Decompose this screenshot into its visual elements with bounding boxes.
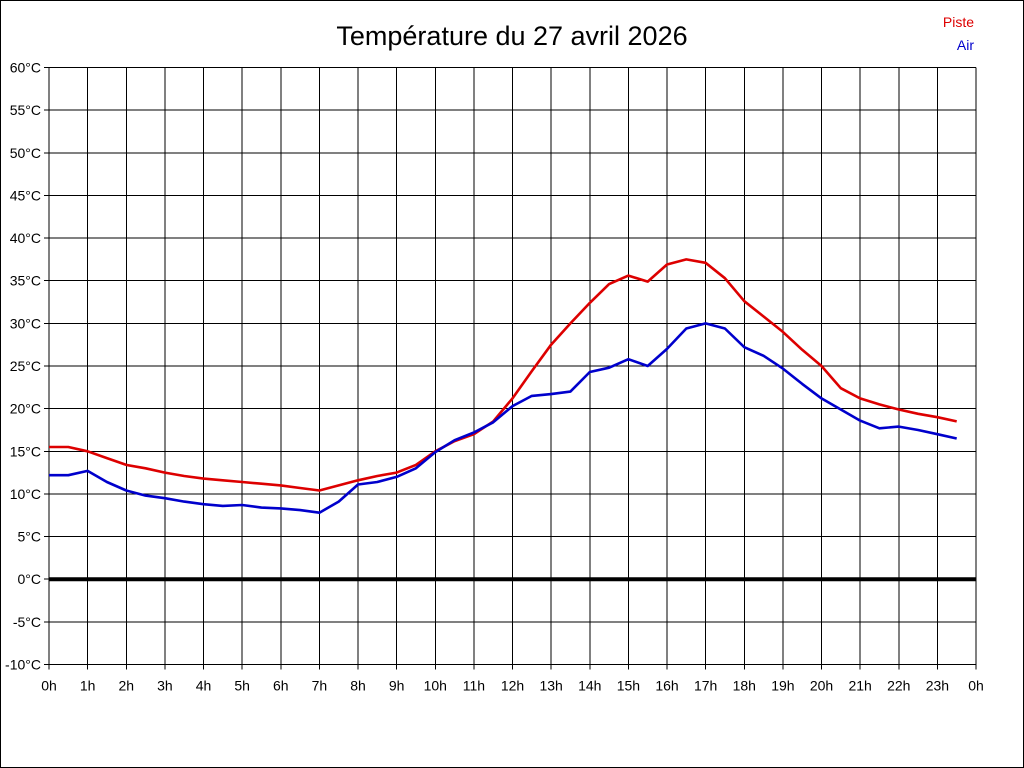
y-tick-label: 10°C [10, 486, 41, 502]
y-tick-label: 30°C [10, 315, 41, 331]
x-tick-label: 3h [157, 678, 173, 694]
y-tick-label: 60°C [10, 60, 41, 76]
x-tick-label: 9h [389, 678, 405, 694]
legend: Piste Air [943, 11, 974, 57]
x-tick-label: 1h [80, 678, 96, 694]
y-tick-label: -10°C [5, 657, 41, 673]
x-tick-label: 21h [848, 678, 871, 694]
x-tick-label: 15h [617, 678, 640, 694]
y-tick-label: 50°C [10, 145, 41, 161]
x-tick-label: 16h [655, 678, 678, 694]
series-line-air [49, 322, 957, 515]
legend-item-air: Air [956, 37, 974, 53]
legend-item-piste: Piste [942, 14, 974, 30]
y-tick-label: 20°C [10, 401, 41, 417]
x-tick-label: 0h [968, 678, 984, 694]
series-line-piste [49, 258, 957, 492]
x-tick-label: 13h [539, 678, 562, 694]
x-tick-label: 6h [273, 678, 289, 694]
x-tick-label: 7h [312, 678, 328, 694]
x-tick-label: 5h [234, 678, 250, 694]
x-tick-label: 20h [810, 678, 833, 694]
x-tick-label: 14h [578, 678, 601, 694]
x-tick-label: 19h [771, 678, 794, 694]
x-tick-label: 11h [463, 678, 485, 694]
x-tick-label: 2h [118, 678, 134, 694]
x-tick-label: 0h [41, 678, 57, 694]
x-tick-label: 12h [501, 678, 524, 694]
y-tick-label: 25°C [10, 358, 41, 374]
y-tick-label: 5°C [18, 529, 42, 545]
y-tick-label: 40°C [10, 230, 41, 246]
y-tick-label: 15°C [10, 443, 41, 459]
chart-title: Température du 27 avril 2026 [336, 21, 688, 51]
y-tick-label: 55°C [10, 102, 41, 118]
y-tick-label: 35°C [10, 273, 41, 289]
y-tick-label: -5°C [13, 614, 41, 630]
x-tick-label: 23h [926, 678, 949, 694]
x-tick-label: 4h [196, 678, 212, 694]
x-tick-label: 10h [424, 678, 447, 694]
x-tick-label: 22h [887, 678, 910, 694]
y-tick-label: 0°C [18, 571, 42, 587]
x-tick-label: 8h [350, 678, 366, 694]
x-tick-label: 18h [733, 678, 756, 694]
y-tick-label: 45°C [10, 187, 41, 203]
x-tick-label: 17h [694, 678, 717, 694]
